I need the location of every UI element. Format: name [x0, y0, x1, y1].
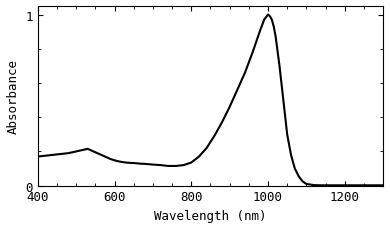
Y-axis label: Absorbance: Absorbance [7, 59, 20, 134]
X-axis label: Wavelength (nm): Wavelength (nm) [154, 209, 267, 222]
